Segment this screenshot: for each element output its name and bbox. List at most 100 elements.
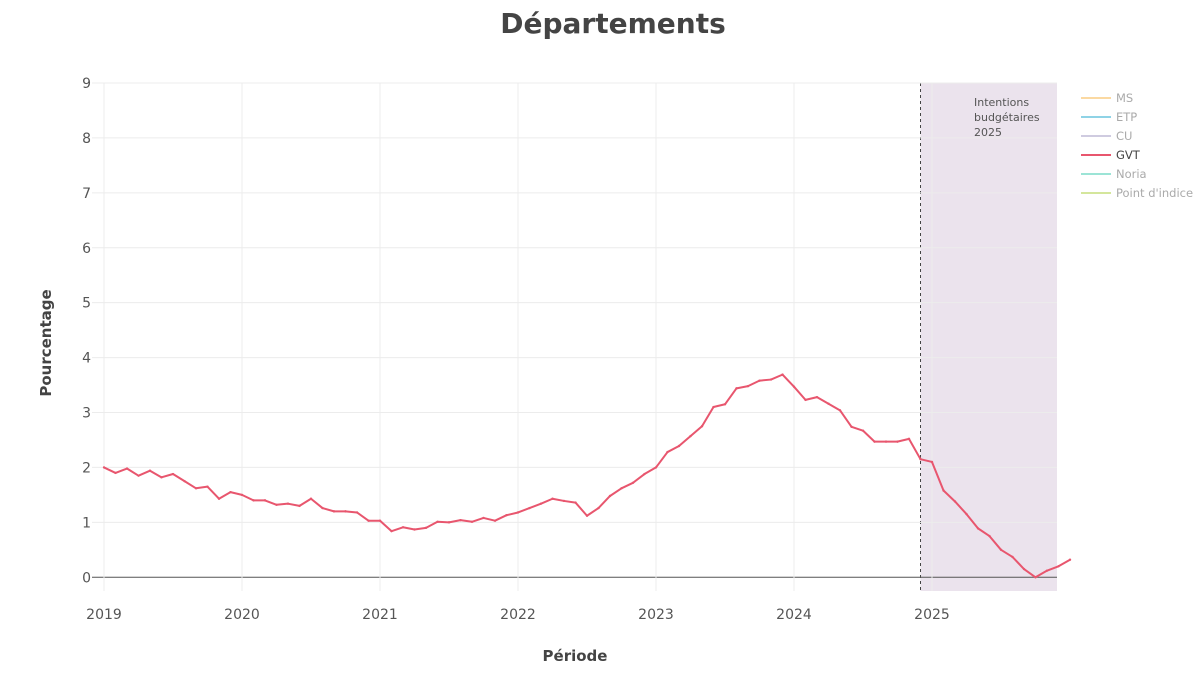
data-point	[930, 460, 934, 464]
data-point	[1068, 558, 1072, 561]
data-point	[1034, 576, 1037, 579]
data-point	[574, 501, 577, 504]
data-point	[620, 487, 623, 490]
data-point	[378, 519, 382, 522]
data-point	[298, 504, 301, 508]
x-tick-label: 2022	[500, 607, 536, 623]
data-point	[355, 511, 359, 514]
data-point	[171, 472, 175, 476]
chart-title: Départements	[500, 7, 726, 40]
data-point	[919, 457, 922, 461]
data-point	[137, 474, 140, 477]
x-tick-label: 2023	[638, 607, 674, 623]
legend-item: CU	[1081, 129, 1132, 143]
data-point	[401, 526, 405, 529]
legend: MS ETP CU GVT Noria Point d'indice	[1081, 91, 1193, 200]
y-tick-label: 3	[82, 406, 91, 422]
data-point	[643, 472, 646, 476]
data-point	[896, 440, 899, 443]
x-tick-label: 2019	[86, 607, 122, 623]
data-point	[562, 499, 566, 503]
data-point	[907, 437, 911, 441]
data-point	[838, 409, 842, 412]
data-point	[516, 511, 520, 514]
data-point	[804, 398, 807, 402]
data-point	[240, 493, 244, 497]
data-point	[942, 489, 945, 492]
x-tick-label: 2021	[362, 607, 398, 623]
data-point	[206, 485, 209, 488]
data-point	[229, 490, 232, 494]
data-point	[608, 494, 612, 498]
data-point	[309, 497, 313, 500]
data-point	[976, 527, 980, 530]
data-point	[999, 548, 1003, 552]
data-point	[367, 519, 370, 522]
y-axis-title: Pourcentage	[37, 289, 55, 396]
x-tick-label: 2020	[224, 607, 260, 623]
data-point	[654, 466, 658, 469]
data-point	[723, 403, 727, 406]
legend-label: Noria	[1116, 167, 1147, 181]
data-point	[631, 481, 635, 485]
data-point	[965, 512, 968, 516]
data-point	[781, 373, 784, 376]
data-point	[712, 405, 715, 409]
data-point	[321, 506, 324, 510]
data-point	[275, 503, 278, 506]
x-axis-title: Période	[543, 647, 608, 665]
data-point	[769, 378, 773, 381]
data-point	[183, 479, 186, 483]
data-point	[884, 440, 888, 443]
legend-item: ETP	[1081, 110, 1137, 124]
data-point	[505, 514, 508, 517]
data-point	[666, 450, 669, 454]
legend-label: MS	[1116, 91, 1133, 105]
legend-item: Point d'indice	[1081, 186, 1193, 200]
y-tick-label: 5	[82, 296, 91, 312]
data-point	[217, 497, 221, 500]
y-tick-label: 9	[82, 76, 91, 92]
data-point	[677, 444, 681, 448]
shaded-region-label-line: 2025	[974, 126, 1002, 139]
x-tick-label: 2025	[914, 607, 950, 623]
data-point	[413, 528, 416, 531]
data-point	[470, 520, 474, 523]
data-point	[689, 434, 692, 438]
shaded-region-label: Intentions budgétaires 2025	[974, 96, 1040, 139]
data-point	[436, 520, 439, 523]
shaded-region-label-line: budgétaires	[974, 111, 1040, 124]
data-point	[148, 469, 152, 472]
legend-item: GVT	[1081, 148, 1141, 162]
data-point	[1011, 555, 1014, 559]
y-tick-label: 7	[82, 186, 91, 202]
data-point	[1022, 567, 1026, 571]
y-tick-label: 0	[82, 570, 91, 586]
data-point	[482, 516, 485, 520]
data-point	[1057, 565, 1060, 568]
y-tick-label: 8	[82, 131, 91, 147]
y-tick-label: 1	[82, 515, 91, 531]
data-point	[252, 499, 255, 502]
data-point	[160, 476, 163, 479]
label-layer: Intentions budgétaires 2025 0 1 2 3 4 5 6 7 8 9 2019 2…	[82, 76, 1040, 623]
data-point	[597, 506, 600, 510]
legend-item: Noria	[1081, 167, 1147, 181]
data-point	[792, 385, 796, 388]
shaded-region-layer	[920, 83, 1057, 591]
data-point	[758, 379, 761, 382]
y-tick-label: 4	[82, 351, 91, 367]
data-point	[585, 514, 589, 517]
data-point	[827, 402, 830, 405]
shaded-region	[920, 83, 1057, 591]
data-point	[539, 502, 543, 505]
data-point	[332, 510, 336, 513]
data-point	[125, 467, 129, 470]
data-point	[194, 487, 198, 490]
data-point	[459, 518, 462, 522]
data-point	[746, 384, 750, 388]
x-tick-label: 2024	[776, 607, 812, 623]
data-point	[551, 497, 554, 500]
data-point	[988, 534, 991, 538]
